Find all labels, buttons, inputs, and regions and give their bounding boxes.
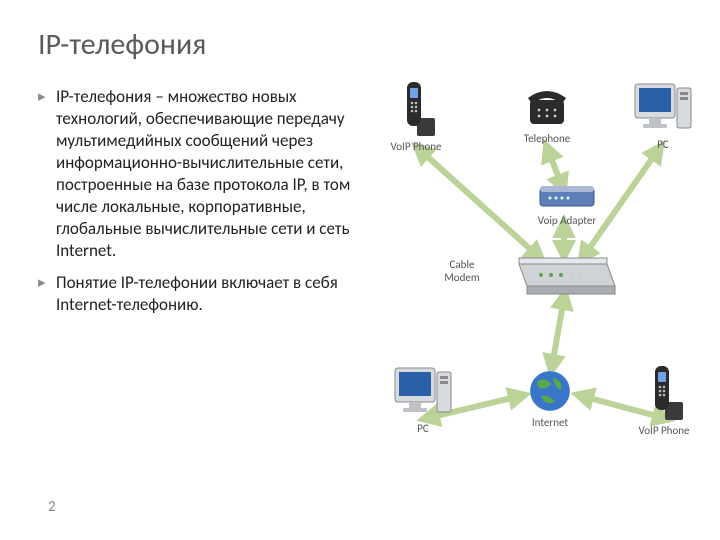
network-diagram: VoIP Phone Telephone PC [372,80,702,480]
bullet-item: ▸ IP-телефония – множество новых техноло… [38,86,358,262]
bullet-marker-icon: ▸ [38,86,56,262]
bullet-text: IP-телефония – множество новых технологи… [56,86,358,262]
modem-icon [510,250,620,302]
globe-icon [522,368,578,414]
node-voip-phone-top: VoIP Phone [386,80,446,153]
node-label: Internet [522,416,578,429]
pc-icon [390,364,456,420]
bullet-text: Понятие IP-телефонии включает в себя Int… [56,272,358,316]
telephone-icon [517,80,577,130]
node-modem-device [510,250,620,302]
slide-title: IP-телефония [38,26,206,63]
node-label: PC [390,422,456,435]
node-voip-phone-bottom: VoIP Phone [634,364,694,437]
bullet-marker-icon: ▸ [38,272,56,316]
node-internet: Internet [522,368,578,429]
node-telephone: Telephone [517,80,577,145]
node-pc-top: PC [630,80,696,151]
page-number: 2 [48,498,56,516]
node-voip-adapter: Voip Adapter [522,180,612,227]
voip-adapter-icon [522,180,612,212]
node-cable-modem-label: CableModem [436,258,488,284]
node-label: Voip Adapter [522,214,612,227]
pc-icon [630,80,696,136]
node-label: VoIP Phone [634,424,694,437]
voip-phone-icon [634,364,694,422]
bullet-item: ▸ Понятие IP-телефонии включает в себя I… [38,272,358,316]
voip-phone-icon [386,80,446,138]
node-pc-bottom: PC [390,364,456,435]
node-label: PC [630,138,696,151]
node-label: Telephone [517,132,577,145]
node-label: VoIP Phone [386,140,446,153]
node-label: CableModem [436,258,488,284]
body-text: ▸ IP-телефония – множество новых техноло… [38,86,358,326]
